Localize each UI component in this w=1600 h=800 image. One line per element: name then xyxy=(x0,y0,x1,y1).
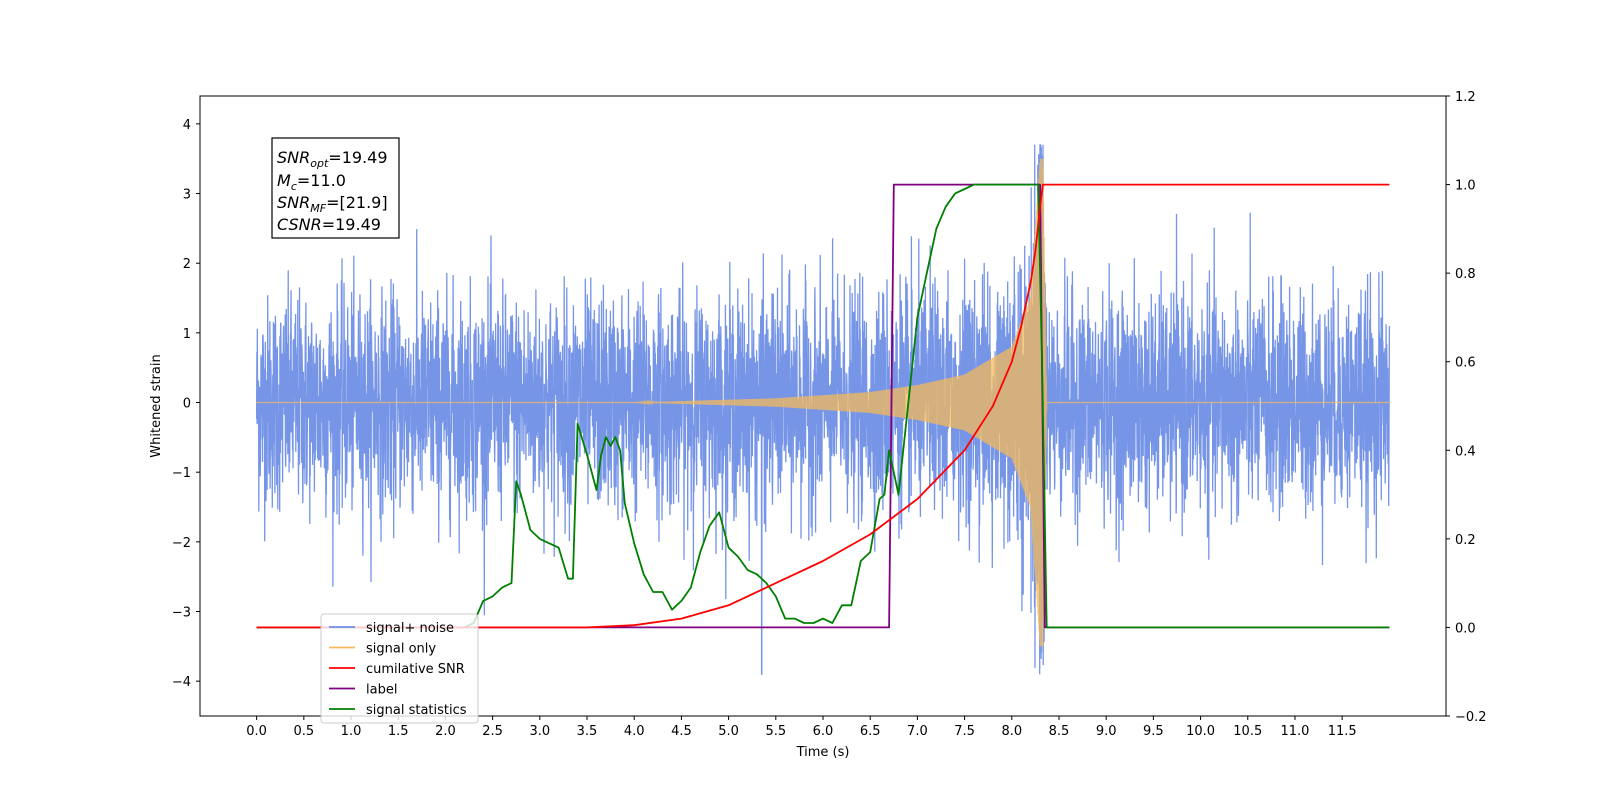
x-tick-label: 6.0 xyxy=(813,724,834,739)
annotation-line-3: SNRMF=[21.9] xyxy=(277,193,388,215)
legend-frame xyxy=(320,613,479,724)
y-right-tick-label: 0.4 xyxy=(1455,444,1476,459)
x-tick-label: 11.0 xyxy=(1280,724,1309,739)
x-tick-label: 3.5 xyxy=(577,724,598,739)
x-tick-label: 8.0 xyxy=(1001,724,1022,739)
y-right-tick-label: 0.0 xyxy=(1455,621,1476,636)
x-tick-label: 9.5 xyxy=(1143,724,1164,739)
y-left-tick-label: 3 xyxy=(183,188,191,203)
y-left-tick-label: 1 xyxy=(183,327,191,342)
legend-label: label xyxy=(366,683,397,698)
x-tick-label: 11.5 xyxy=(1328,724,1357,739)
legend-items: signal+ noise signal only cumilative SNR la… xyxy=(329,621,467,718)
y-right-tick-label: 0.2 xyxy=(1455,533,1476,548)
x-tick-label: 5.0 xyxy=(718,724,739,739)
legend-label: signal only xyxy=(366,642,436,657)
x-tick-label: 10.5 xyxy=(1233,724,1262,739)
legend-label: cumilative SNR xyxy=(366,662,465,677)
x-tick-label: 4.5 xyxy=(671,724,692,739)
x-tick-label: 7.0 xyxy=(907,724,928,739)
y-left-tick-label: −4 xyxy=(172,675,191,690)
y-left-tick-label: −2 xyxy=(172,536,191,551)
y-left-tick-label: 0 xyxy=(183,397,191,412)
series-signal-only xyxy=(256,158,1390,647)
legend-label: signal statistics xyxy=(366,703,467,718)
x-tick-label: 2.0 xyxy=(435,724,456,739)
y-left-tick-label: −1 xyxy=(172,466,191,481)
series-cumilative-snr xyxy=(256,183,1390,629)
axes-layer: 0.0 0.5 1.0 1.5 2.0 2.5 3.0 3.5 4.0 4.5 5.0 5.5 6.0 6… xyxy=(172,90,1487,739)
y-right-tick-label: 1.0 xyxy=(1455,179,1476,194)
annotation-line-2: Mc=11.0 xyxy=(277,171,346,193)
annotation-line-1: SNRopt=19.49 xyxy=(277,148,388,170)
legend: signal+ noise signal only cumilative SNR la… xyxy=(320,613,479,724)
x-tick-label: 1.0 xyxy=(341,724,362,739)
x-tick-label: 1.5 xyxy=(388,724,409,739)
legend-label: signal+ noise xyxy=(366,621,454,636)
x-tick-label: 10.0 xyxy=(1186,724,1215,739)
series-layer xyxy=(255,144,1391,675)
x-tick-label: 7.5 xyxy=(954,724,975,739)
y-right-tick-label: 1.2 xyxy=(1455,90,1476,105)
x-tick-label: 9.0 xyxy=(1096,724,1117,739)
x-tick-label: 0.5 xyxy=(293,724,314,739)
annotation-line-4: CSNR=19.49 xyxy=(277,215,381,234)
x-tick-label: 5.5 xyxy=(765,724,786,739)
y-right-tick-label: 0.8 xyxy=(1455,267,1476,282)
y-left-tick-label: −3 xyxy=(172,606,191,621)
x-tick-label: 2.5 xyxy=(482,724,503,739)
series-signal-noise xyxy=(255,144,1391,675)
y-left-tick-label: 2 xyxy=(183,257,191,272)
x-tick-label: 0.0 xyxy=(246,724,267,739)
x-tick-label: 3.0 xyxy=(529,724,550,739)
annotation-frame xyxy=(271,137,400,239)
y-right-tick-label: 0.6 xyxy=(1455,356,1476,371)
y-right-tick-label: −0.2 xyxy=(1455,710,1487,725)
x-tick-label: 4.0 xyxy=(624,724,645,739)
x-tick-label: 8.5 xyxy=(1049,724,1070,739)
x-tick-label: 6.5 xyxy=(860,724,881,739)
y-left-tick-label: 4 xyxy=(183,118,191,133)
y-axis-label-left: Whitened strain xyxy=(149,354,164,457)
annotation-box: SNRopt=19.49 Mc=11.0 SNRMF=[21.9] CSNR=1… xyxy=(271,137,400,239)
x-axis-label: Time (s) xyxy=(796,745,850,760)
series-signal-statistics xyxy=(256,183,1390,629)
